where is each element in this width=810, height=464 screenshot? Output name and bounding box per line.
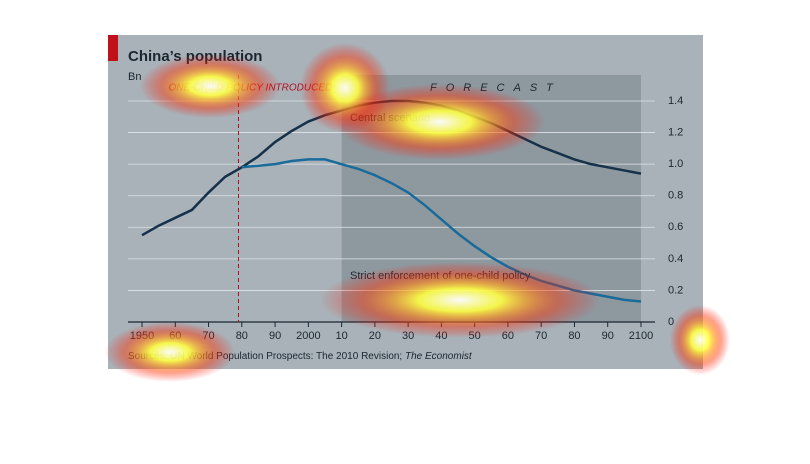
x-tick-label: 2000 <box>296 330 320 342</box>
y-tick-label: 1.0 <box>668 158 683 170</box>
source-text: Sources: UN World Population Prospects: … <box>128 351 402 362</box>
y-tick-label: 1.2 <box>668 126 683 138</box>
y-tick-label: 0.6 <box>668 221 683 233</box>
y-tick-label: 1.4 <box>668 95 683 107</box>
heat-blob <box>320 262 600 338</box>
heat-blob <box>670 305 730 375</box>
y-tick-label: 0.2 <box>668 284 683 296</box>
x-tick-label: 10 <box>335 330 347 342</box>
x-tick-label: 20 <box>369 330 381 342</box>
source: Sources: UN World Population Prospects: … <box>128 351 473 362</box>
x-tick-label: 90 <box>269 330 281 342</box>
heat-blob <box>335 84 545 160</box>
x-tick-label: 2100 <box>629 330 653 342</box>
y-tick-label: 0 <box>668 316 674 328</box>
accent-bar <box>108 35 118 61</box>
x-tick-label: 70 <box>535 330 547 342</box>
source-italic: The Economist <box>405 351 473 362</box>
unit-label: Bn <box>128 71 141 83</box>
y-tick-label: 0.4 <box>668 253 683 265</box>
y-tick-label: 0.8 <box>668 190 683 202</box>
heat-blob <box>105 322 235 382</box>
heat-blob <box>140 54 280 118</box>
x-tick-label: 90 <box>602 330 614 342</box>
heatmap <box>105 43 730 382</box>
x-tick-label: 80 <box>236 330 248 342</box>
x-tick-label: 80 <box>568 330 580 342</box>
